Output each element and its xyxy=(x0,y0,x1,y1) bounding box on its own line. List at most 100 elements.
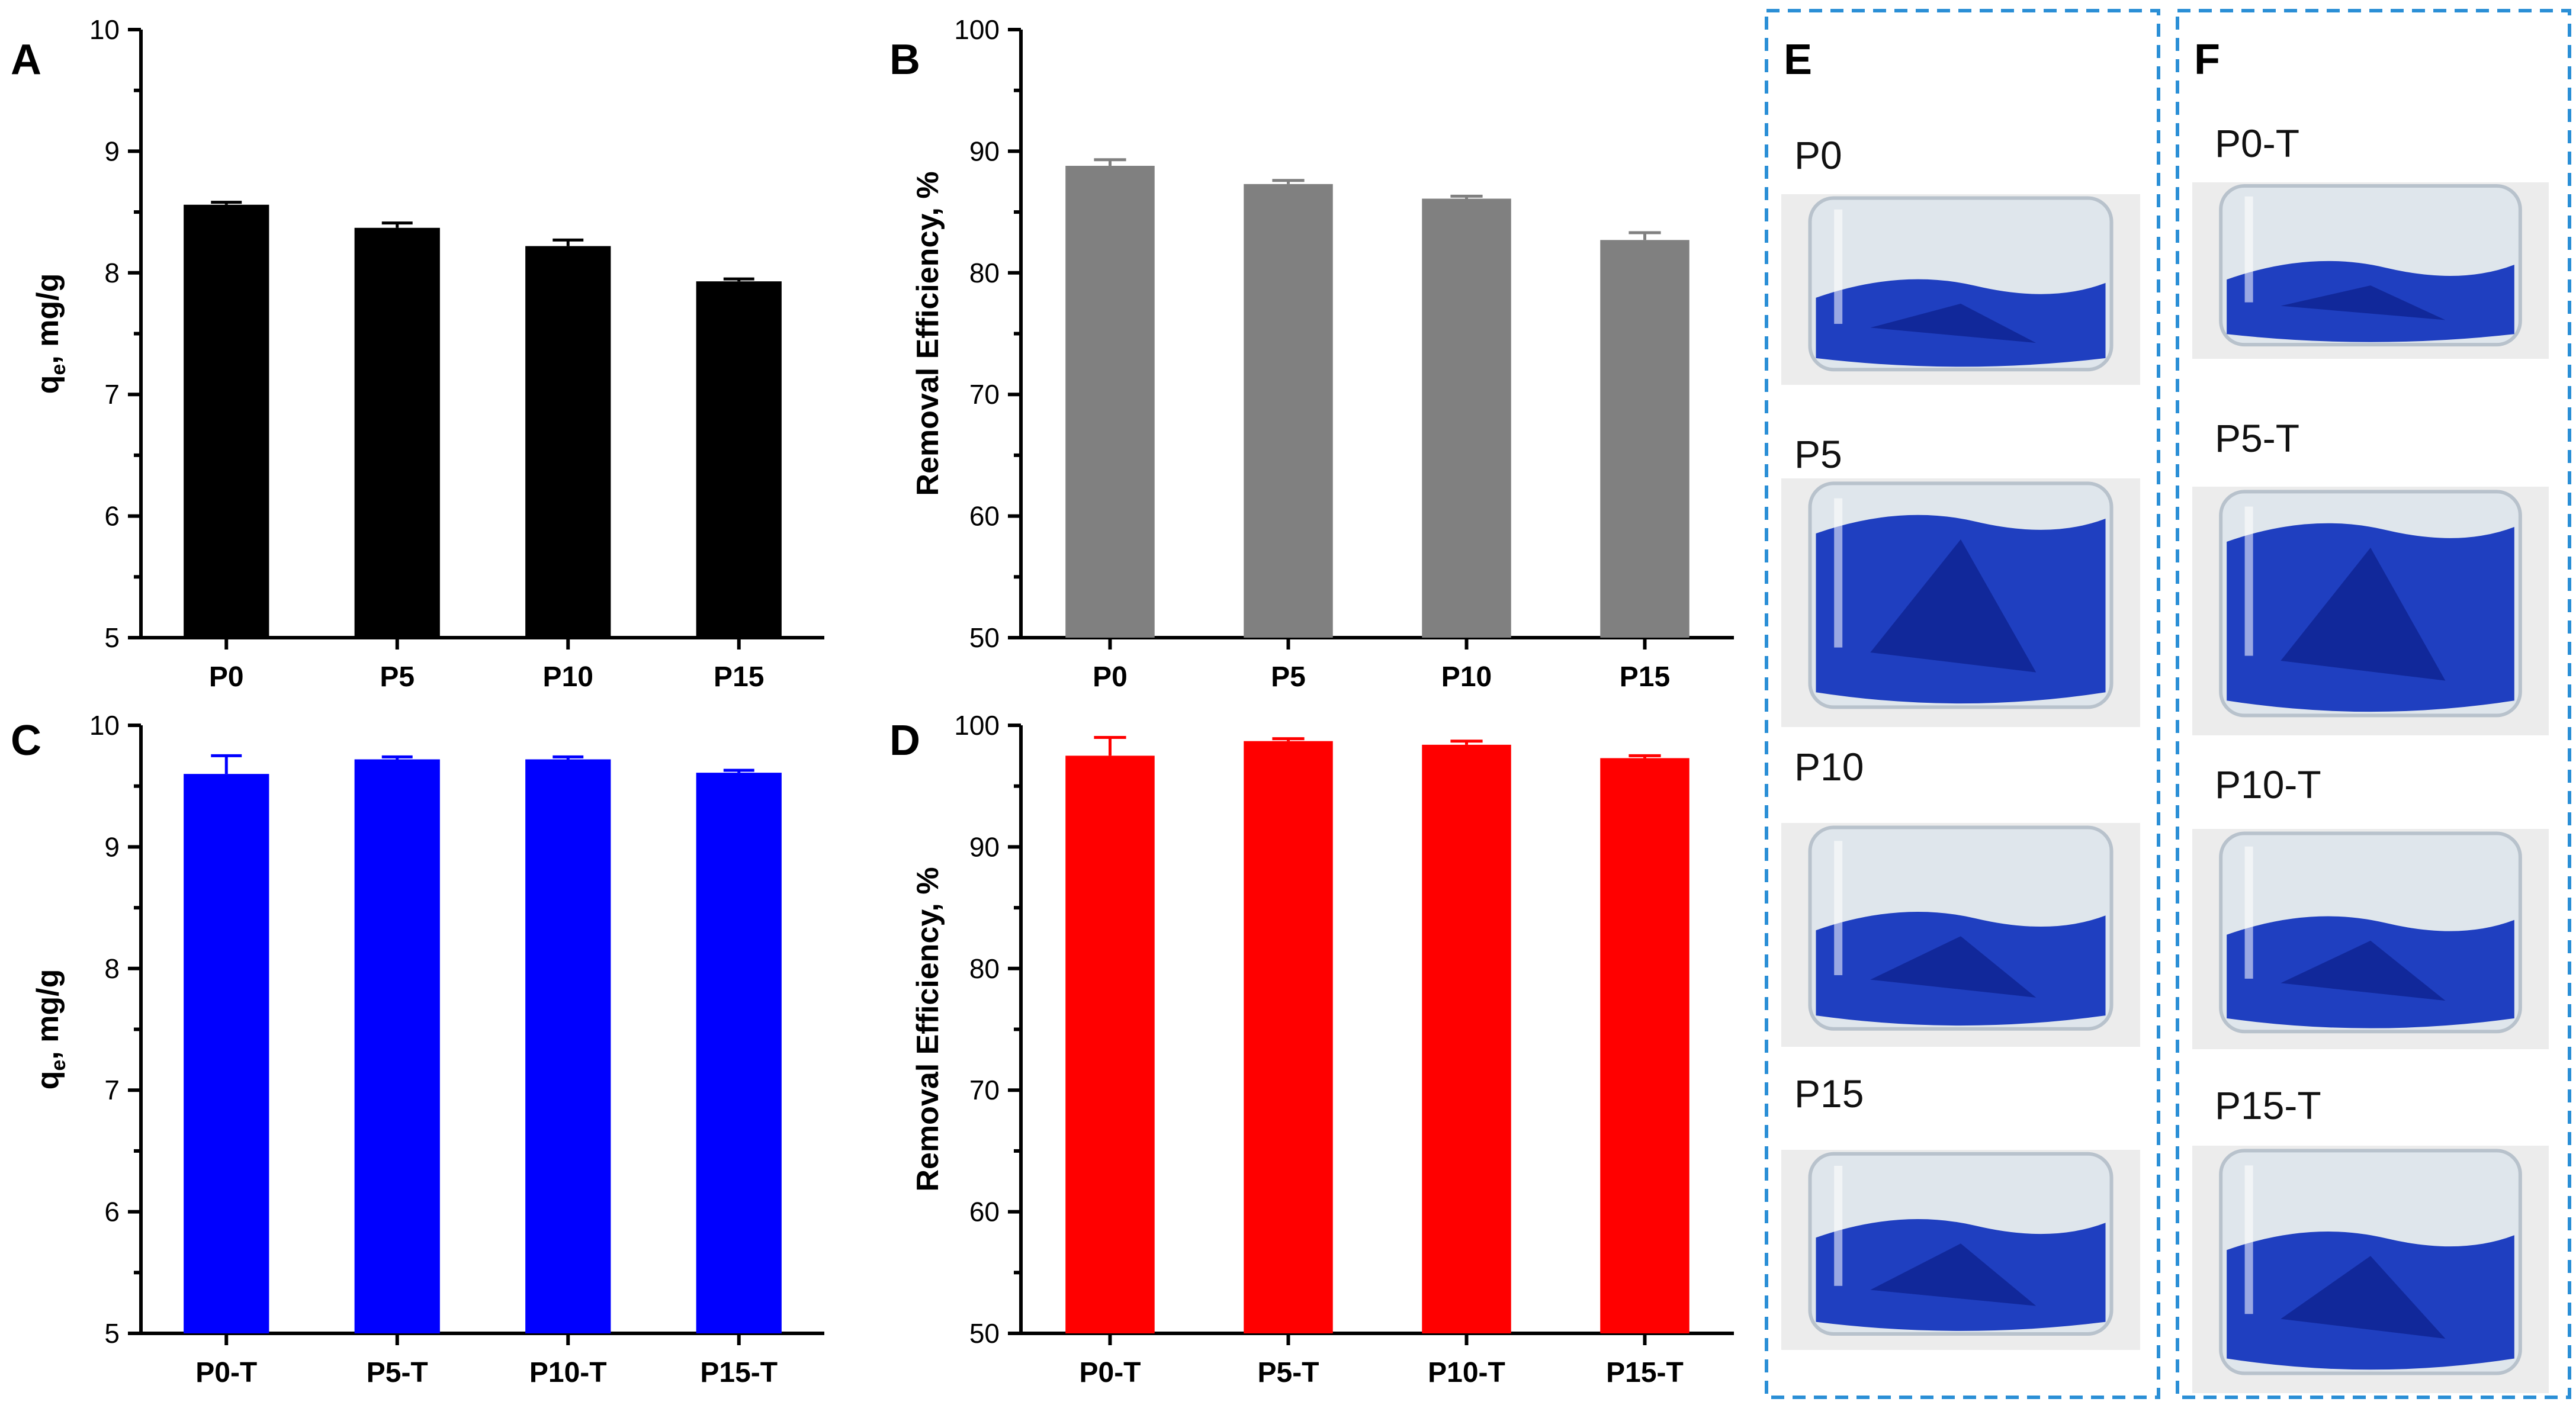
photo-p0: P0 xyxy=(1781,133,2140,385)
photo-p5-dye-fold xyxy=(1870,539,2037,673)
chart-d-bar-p5-t xyxy=(1244,741,1333,1333)
chart-d-category-label: P0-T xyxy=(1079,1357,1141,1388)
chart-c-ytick-label: 10 xyxy=(89,710,120,741)
photo-p15-t-glass-highlight xyxy=(2244,1165,2253,1314)
chart-a-category-label: P15 xyxy=(714,661,764,693)
chart-b-ytick-label: 60 xyxy=(969,501,1000,532)
chart-b-y-axis-title: Removal Efficiency, % xyxy=(911,171,945,496)
photo-p10-t-label: P10-T xyxy=(2215,763,2321,806)
photo-panel-f-border xyxy=(2176,9,2571,1399)
chart-b-bar-p10 xyxy=(1422,198,1511,638)
photo-p0-label: P0 xyxy=(1794,133,1842,177)
photo-p0-dye-fold xyxy=(1870,303,2037,343)
chart-a-ytick-label: 7 xyxy=(104,379,120,410)
photo-p15-t-dye-fold xyxy=(2281,1256,2446,1339)
chart-d-ytick-label: 80 xyxy=(969,953,1000,984)
chart-b-ytick-label: 70 xyxy=(969,379,1000,410)
chart-c-ytick-label: 8 xyxy=(104,953,120,984)
chart-c-category-label: P5-T xyxy=(367,1357,428,1388)
panel-label-e: E xyxy=(1784,36,1812,83)
panel-label-f: F xyxy=(2194,36,2220,83)
photo-p5-t-dye-fold xyxy=(2281,548,2446,681)
chart-d-category-label: P10-T xyxy=(1428,1357,1505,1388)
chart-b-category-label: P0 xyxy=(1093,661,1128,693)
chart-b-bar-p5 xyxy=(1244,184,1333,638)
photo-panel-e-border xyxy=(1765,9,2160,1399)
photo-p0-t-dye-fold xyxy=(2281,285,2446,320)
chart-d-category-label: P5-T xyxy=(1257,1357,1319,1388)
chart-c-bar-p5-t xyxy=(354,759,440,1333)
chart-d-ytick-label: 70 xyxy=(969,1075,1000,1105)
photo-p0-t-glass-highlight xyxy=(2244,196,2253,303)
photo-p15: P15 xyxy=(1781,1072,2140,1350)
chart-b-category-label: P5 xyxy=(1271,661,1306,693)
photo-p0-glass-highlight xyxy=(1834,209,1843,324)
chart-a-category-label: P5 xyxy=(380,661,415,693)
photo-p5-t-glass-highlight xyxy=(2244,506,2253,656)
chart-d-bar-p0-t xyxy=(1065,755,1155,1333)
photo-p10-t-dye-fold xyxy=(2281,940,2446,1001)
photo-p10-label: P10 xyxy=(1794,745,1864,789)
panel-label-a: A xyxy=(11,36,41,83)
chart-d-ytick-label: 50 xyxy=(969,1318,1000,1349)
chart-c-bar-p0-t xyxy=(184,774,269,1333)
chart-a-bar-p0 xyxy=(184,204,269,638)
chart-c-category-label: P0-T xyxy=(195,1357,257,1388)
chart-b: 50 60 70 80 90 100 P0 P5 P10 P15 Removal Efficienc… xyxy=(911,14,1734,693)
chart-c-y-axis-title: qe, mg/g xyxy=(31,969,70,1090)
photo-p10-dye-fold xyxy=(1870,936,2037,998)
photo-panel-e: E P0 P5 P10 P15 xyxy=(1765,9,2160,1399)
chart-a-ytick-label: 6 xyxy=(104,501,120,532)
photo-p10-t-glass-highlight xyxy=(2244,846,2253,979)
photo-p10-glass-highlight xyxy=(1834,841,1843,976)
photo-p5-t-label: P5-T xyxy=(2215,416,2299,460)
chart-b-bar-p15 xyxy=(1600,240,1690,638)
photo-p0-t-label: P0-T xyxy=(2215,121,2299,165)
chart-a: 5 6 7 8 9 10 P0 P5 P10 P15 qe, mg/g xyxy=(31,14,824,693)
chart-c-ytick-label: 9 xyxy=(104,831,120,862)
chart-a-ytick-label: 8 xyxy=(104,258,120,288)
chart-a-bar-p15 xyxy=(696,281,782,638)
photo-p0-t: P0-T xyxy=(2192,121,2549,359)
chart-b-ytick-label: 50 xyxy=(969,622,1000,653)
chart-a-category-label: P0 xyxy=(209,661,244,693)
photo-p10-t: P10-T xyxy=(2192,763,2549,1049)
panel-label-d: D xyxy=(889,717,920,764)
chart-d-ytick-label: 90 xyxy=(969,831,1000,862)
chart-c-ytick-label: 6 xyxy=(104,1197,120,1227)
chart-d-bar-p10-t xyxy=(1422,744,1511,1333)
photo-p15-t-label: P15-T xyxy=(2215,1084,2321,1127)
chart-d-y-axis-title: Removal Efficiency, % xyxy=(911,867,945,1191)
chart-c: 5 6 7 8 9 10 P0-T P5-T P10-T P15-T qe, mg/g xyxy=(31,710,824,1388)
photo-p15-t: P15-T xyxy=(2192,1084,2549,1393)
chart-b-ytick-label: 80 xyxy=(969,258,1000,288)
photo-p15-dye-fold xyxy=(1870,1243,2037,1306)
chart-d-category-label: P15-T xyxy=(1606,1357,1684,1388)
photo-panel-f: F P0-T P5-T P10-T P15-T xyxy=(2176,9,2571,1399)
photo-p15-glass-highlight xyxy=(1834,1166,1843,1286)
chart-b-ytick-label: 100 xyxy=(954,14,1000,45)
chart-d-bar-p15-t xyxy=(1600,758,1690,1333)
chart-c-bar-p10-t xyxy=(525,759,611,1333)
chart-c-category-label: P15-T xyxy=(700,1357,778,1388)
chart-b-ytick-label: 90 xyxy=(969,136,1000,166)
chart-a-bar-p10 xyxy=(525,246,611,638)
panel-label-b: B xyxy=(889,36,920,83)
chart-c-category-label: P10-T xyxy=(529,1357,607,1388)
chart-c-bar-p15-t xyxy=(696,773,782,1333)
chart-a-ytick-label: 10 xyxy=(89,14,120,45)
panel-label-c: C xyxy=(11,717,41,764)
chart-a-y-axis-title: qe, mg/g xyxy=(31,274,70,394)
chart-d: 50 60 70 80 90 100 P0-T P5-T P10-T P15-T Removal E… xyxy=(911,710,1734,1388)
chart-b-bar-p0 xyxy=(1065,166,1155,638)
photo-p5-label: P5 xyxy=(1794,432,1842,476)
chart-c-ytick-label: 7 xyxy=(104,1075,120,1105)
chart-b-category-label: P10 xyxy=(1441,661,1492,693)
photo-p10: P10 xyxy=(1781,745,2140,1047)
photo-p15-label: P15 xyxy=(1794,1072,1864,1115)
photo-p5-glass-highlight xyxy=(1834,498,1843,648)
chart-a-ytick-label: 9 xyxy=(104,136,120,166)
photo-p5: P5 xyxy=(1781,432,2140,727)
chart-d-ytick-label: 60 xyxy=(969,1197,1000,1227)
